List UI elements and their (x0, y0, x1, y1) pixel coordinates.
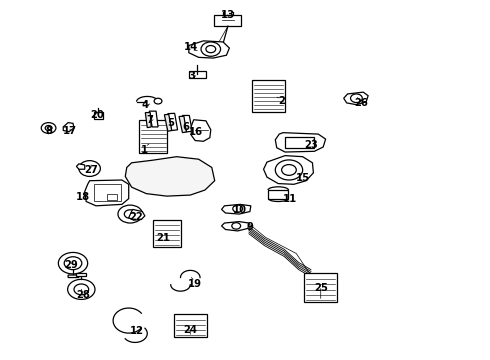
Bar (107, 194, 118, 201)
Text: 27: 27 (84, 165, 98, 175)
Bar (94, 184, 121, 201)
Circle shape (68, 279, 95, 300)
Text: 16: 16 (189, 127, 203, 136)
Circle shape (282, 165, 296, 175)
Polygon shape (182, 116, 192, 132)
Text: 20: 20 (91, 111, 104, 121)
Polygon shape (164, 114, 171, 131)
Circle shape (74, 284, 89, 295)
Polygon shape (343, 92, 368, 105)
Text: 21: 21 (156, 233, 170, 243)
Text: 29: 29 (65, 260, 78, 270)
Text: 22: 22 (130, 212, 144, 221)
Circle shape (45, 126, 52, 131)
Text: 25: 25 (314, 283, 328, 293)
Bar (153, 220, 181, 247)
Polygon shape (149, 111, 158, 127)
Text: 26: 26 (354, 98, 368, 108)
Circle shape (350, 94, 362, 103)
Circle shape (206, 45, 216, 53)
Text: 8: 8 (45, 126, 52, 135)
Circle shape (58, 252, 88, 274)
Polygon shape (275, 133, 326, 152)
Polygon shape (125, 157, 215, 196)
Circle shape (154, 98, 162, 104)
Text: 3: 3 (188, 71, 195, 81)
Circle shape (201, 42, 220, 56)
Text: 7: 7 (147, 115, 153, 125)
Text: 1: 1 (141, 144, 148, 154)
Text: 24: 24 (183, 325, 197, 335)
Text: 28: 28 (76, 291, 90, 301)
Circle shape (64, 257, 82, 270)
Text: 5: 5 (167, 118, 174, 128)
Bar (139, 121, 167, 153)
Circle shape (79, 161, 100, 176)
Circle shape (275, 160, 303, 180)
Text: 18: 18 (76, 192, 90, 202)
Text: 11: 11 (283, 194, 297, 204)
Polygon shape (63, 123, 74, 132)
Bar (252, 80, 285, 112)
Text: 23: 23 (304, 140, 318, 150)
Circle shape (233, 205, 243, 212)
Circle shape (124, 210, 136, 219)
Bar (215, 15, 242, 26)
Text: 14: 14 (184, 42, 198, 52)
Bar (189, 71, 206, 78)
Text: 12: 12 (129, 326, 144, 336)
Text: 19: 19 (188, 279, 202, 289)
Bar (285, 137, 315, 148)
Circle shape (41, 123, 56, 134)
Polygon shape (189, 41, 229, 58)
Text: 4: 4 (141, 100, 148, 110)
Text: 15: 15 (295, 173, 310, 183)
Polygon shape (85, 180, 129, 206)
Circle shape (118, 205, 143, 223)
Text: 2: 2 (278, 96, 285, 106)
Text: 13: 13 (221, 10, 235, 20)
Polygon shape (264, 156, 314, 184)
Polygon shape (76, 164, 85, 169)
Polygon shape (129, 210, 145, 220)
Text: 6: 6 (182, 122, 189, 132)
Bar (173, 314, 207, 337)
Bar (94, 112, 103, 119)
Text: 17: 17 (63, 126, 77, 135)
Bar (268, 190, 289, 199)
Polygon shape (221, 204, 251, 214)
Polygon shape (179, 116, 186, 133)
Bar (304, 273, 337, 302)
Polygon shape (68, 275, 79, 278)
Text: 9: 9 (246, 222, 253, 232)
Polygon shape (168, 113, 177, 131)
Circle shape (232, 223, 241, 229)
Polygon shape (76, 273, 86, 276)
Polygon shape (146, 113, 151, 128)
Polygon shape (191, 120, 211, 141)
Polygon shape (221, 222, 249, 231)
Text: 10: 10 (233, 206, 247, 216)
